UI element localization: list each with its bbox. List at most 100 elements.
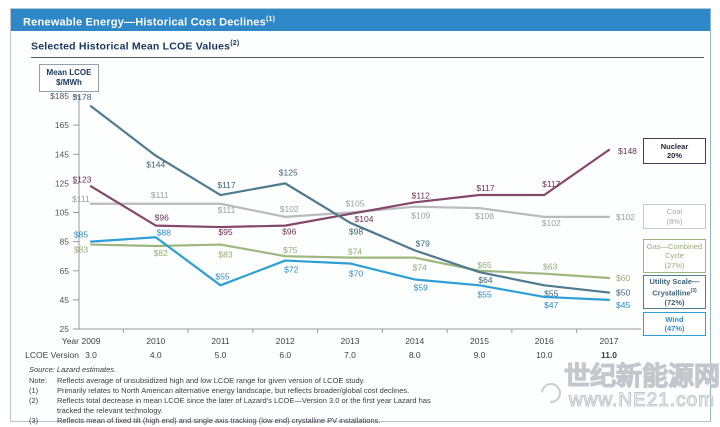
y-tick-label: 165 xyxy=(55,120,69,130)
legend-line: Gas—Combined xyxy=(646,241,703,251)
data-label: $45 xyxy=(616,300,630,310)
watermark-text: 世纪新能源网 www.NE21.com xyxy=(563,361,720,411)
series-line-Gas—Combined Cycle xyxy=(89,243,611,280)
footnote-list: Note: Reflects average of unsubsidized hi… xyxy=(21,376,451,426)
data-label: $82 xyxy=(154,248,168,258)
data-label: $72 xyxy=(284,265,298,275)
lcoe-version-value: 10.0 xyxy=(535,350,553,360)
data-label: $117 xyxy=(217,180,236,190)
footnote-text: Reflects average of unsubsidized high an… xyxy=(57,376,365,385)
legend-line: Utility Scale— xyxy=(649,277,700,286)
series-line-Wind xyxy=(89,236,611,301)
legend-item-wind: Wind (47%) xyxy=(643,312,706,336)
legend-line: 20% xyxy=(666,151,682,160)
data-label: $105 xyxy=(346,199,365,209)
y-tick-label: $185 xyxy=(50,91,69,101)
lcoe-version-value: 9.0 xyxy=(473,350,486,360)
data-label: $55 xyxy=(544,288,558,298)
year-value: 2014 xyxy=(405,336,425,346)
footnote-text: Reflects total decrease in mean LCOE sin… xyxy=(57,396,431,415)
y-tick-label: 85 xyxy=(60,237,70,247)
watermark-site-name: 世纪新能源网 xyxy=(563,361,720,392)
lcoe-line-chart: $185 165 145 125 105 85 65 45 25 $111 $111 $111 $102… xyxy=(50,91,641,334)
data-label: $75 xyxy=(283,245,297,255)
source-note: Source: Lazard estimates. xyxy=(29,365,117,374)
legend-line: (27%) xyxy=(664,260,685,270)
legend-item-gas-combined: Gas—Combined Cycle (27%) xyxy=(643,239,706,273)
chart-subtitle: Selected Historical Mean LCOE Values(2) xyxy=(31,40,239,53)
chart-subtitle-text: Selected Historical Mean LCOE Values xyxy=(31,40,231,53)
data-label: $148 xyxy=(618,146,637,156)
footnote-label: Note: xyxy=(29,376,47,385)
year-value: 2009 xyxy=(81,336,101,346)
data-label: $50 xyxy=(616,288,630,298)
data-label: $178 xyxy=(73,92,92,102)
data-label: $109 xyxy=(411,211,430,221)
footnote-row: (1) Primarily relates to North American a… xyxy=(21,386,451,396)
lcoe-version-value: 5.0 xyxy=(214,350,227,360)
data-label: $112 xyxy=(412,190,431,200)
footnote-text: Primarily relates to North American alte… xyxy=(57,386,410,395)
lcoe-version-value: 8.0 xyxy=(408,350,421,360)
data-label: $65 xyxy=(477,260,491,270)
data-label: $123 xyxy=(73,174,92,184)
year-value: 2016 xyxy=(534,336,554,346)
data-label: $144 xyxy=(146,160,165,170)
year-value: 2012 xyxy=(275,336,295,346)
watermark-url: www.NE21.com xyxy=(568,390,716,411)
slide-title-bar: Renewable Energy—Historical Cost Decline… xyxy=(11,9,710,31)
legend-item-utility-scale-: Utility Scale— Crystalline(3) (72%) xyxy=(643,275,706,309)
y-axis-unit-line2: $/MWh xyxy=(56,78,82,87)
series-line-Coal xyxy=(89,202,611,218)
legend-line: Coal xyxy=(666,207,683,216)
data-label: $88 xyxy=(157,227,171,237)
data-label: $111 xyxy=(218,205,236,215)
data-label: $55 xyxy=(215,271,229,281)
y-tick-label: 145 xyxy=(55,149,69,159)
data-label: $111 xyxy=(72,194,90,204)
data-label: $108 xyxy=(475,211,494,221)
y-axis-unit-box: Mean LCOE $/MWh xyxy=(39,64,99,92)
data-label: $60 xyxy=(616,273,630,283)
footnote-label: (2) xyxy=(29,396,39,405)
footnote-text: Reflects mean of fixed tilt (high end) a… xyxy=(57,416,381,425)
lcoe-version-value: 4.0 xyxy=(149,350,162,360)
data-label: $102 xyxy=(616,212,635,222)
year-value: 2010 xyxy=(146,336,166,346)
data-label: $117 xyxy=(476,183,495,193)
legend-line: Crystalline(3) xyxy=(652,287,697,298)
data-label: $102 xyxy=(280,204,299,214)
year-value: 2015 xyxy=(470,336,489,346)
series-line-Nuclear xyxy=(89,148,611,229)
year-value: 2013 xyxy=(340,336,360,346)
year-value: 2017 xyxy=(599,336,619,346)
series-line-Utility Scale—Crystalline xyxy=(89,105,611,294)
footnote-row: (3) Reflects mean of fixed tilt (high end… xyxy=(21,416,451,426)
data-label: $63 xyxy=(543,262,557,272)
footnote-row: (2) Reflects total decrease in mean LCOE … xyxy=(21,396,451,416)
x-axis-year-label: Year xyxy=(61,336,79,346)
footnotes: Source: Lazard estimates. Note: Reflects … xyxy=(21,365,451,426)
legend-line: (8%) xyxy=(666,216,683,226)
data-label: $111 xyxy=(151,190,169,200)
y-tick-label: 65 xyxy=(60,266,70,276)
data-label: $47 xyxy=(544,300,558,310)
footnote-label: (3) xyxy=(29,416,39,425)
data-label: $117 xyxy=(542,179,561,189)
watermark-logo-icon xyxy=(536,378,566,407)
data-label: $104 xyxy=(355,214,374,224)
data-label: $102 xyxy=(542,218,561,228)
data-label: $83 xyxy=(218,250,232,260)
legend-line: (72%) xyxy=(664,297,685,307)
lcoe-version-value: 11.0 xyxy=(600,350,618,360)
y-tick-label: 125 xyxy=(55,178,69,188)
data-label: $59 xyxy=(414,282,428,292)
y-tick-label: 25 xyxy=(60,324,70,334)
data-label: $83 xyxy=(74,245,88,255)
lcoe-version-value: 7.0 xyxy=(344,350,356,360)
subtitle-footnote-ref: (2) xyxy=(230,40,240,47)
data-label: $125 xyxy=(279,167,298,177)
data-label: $74 xyxy=(413,263,427,273)
title-footnote-ref: (1) xyxy=(265,16,276,23)
